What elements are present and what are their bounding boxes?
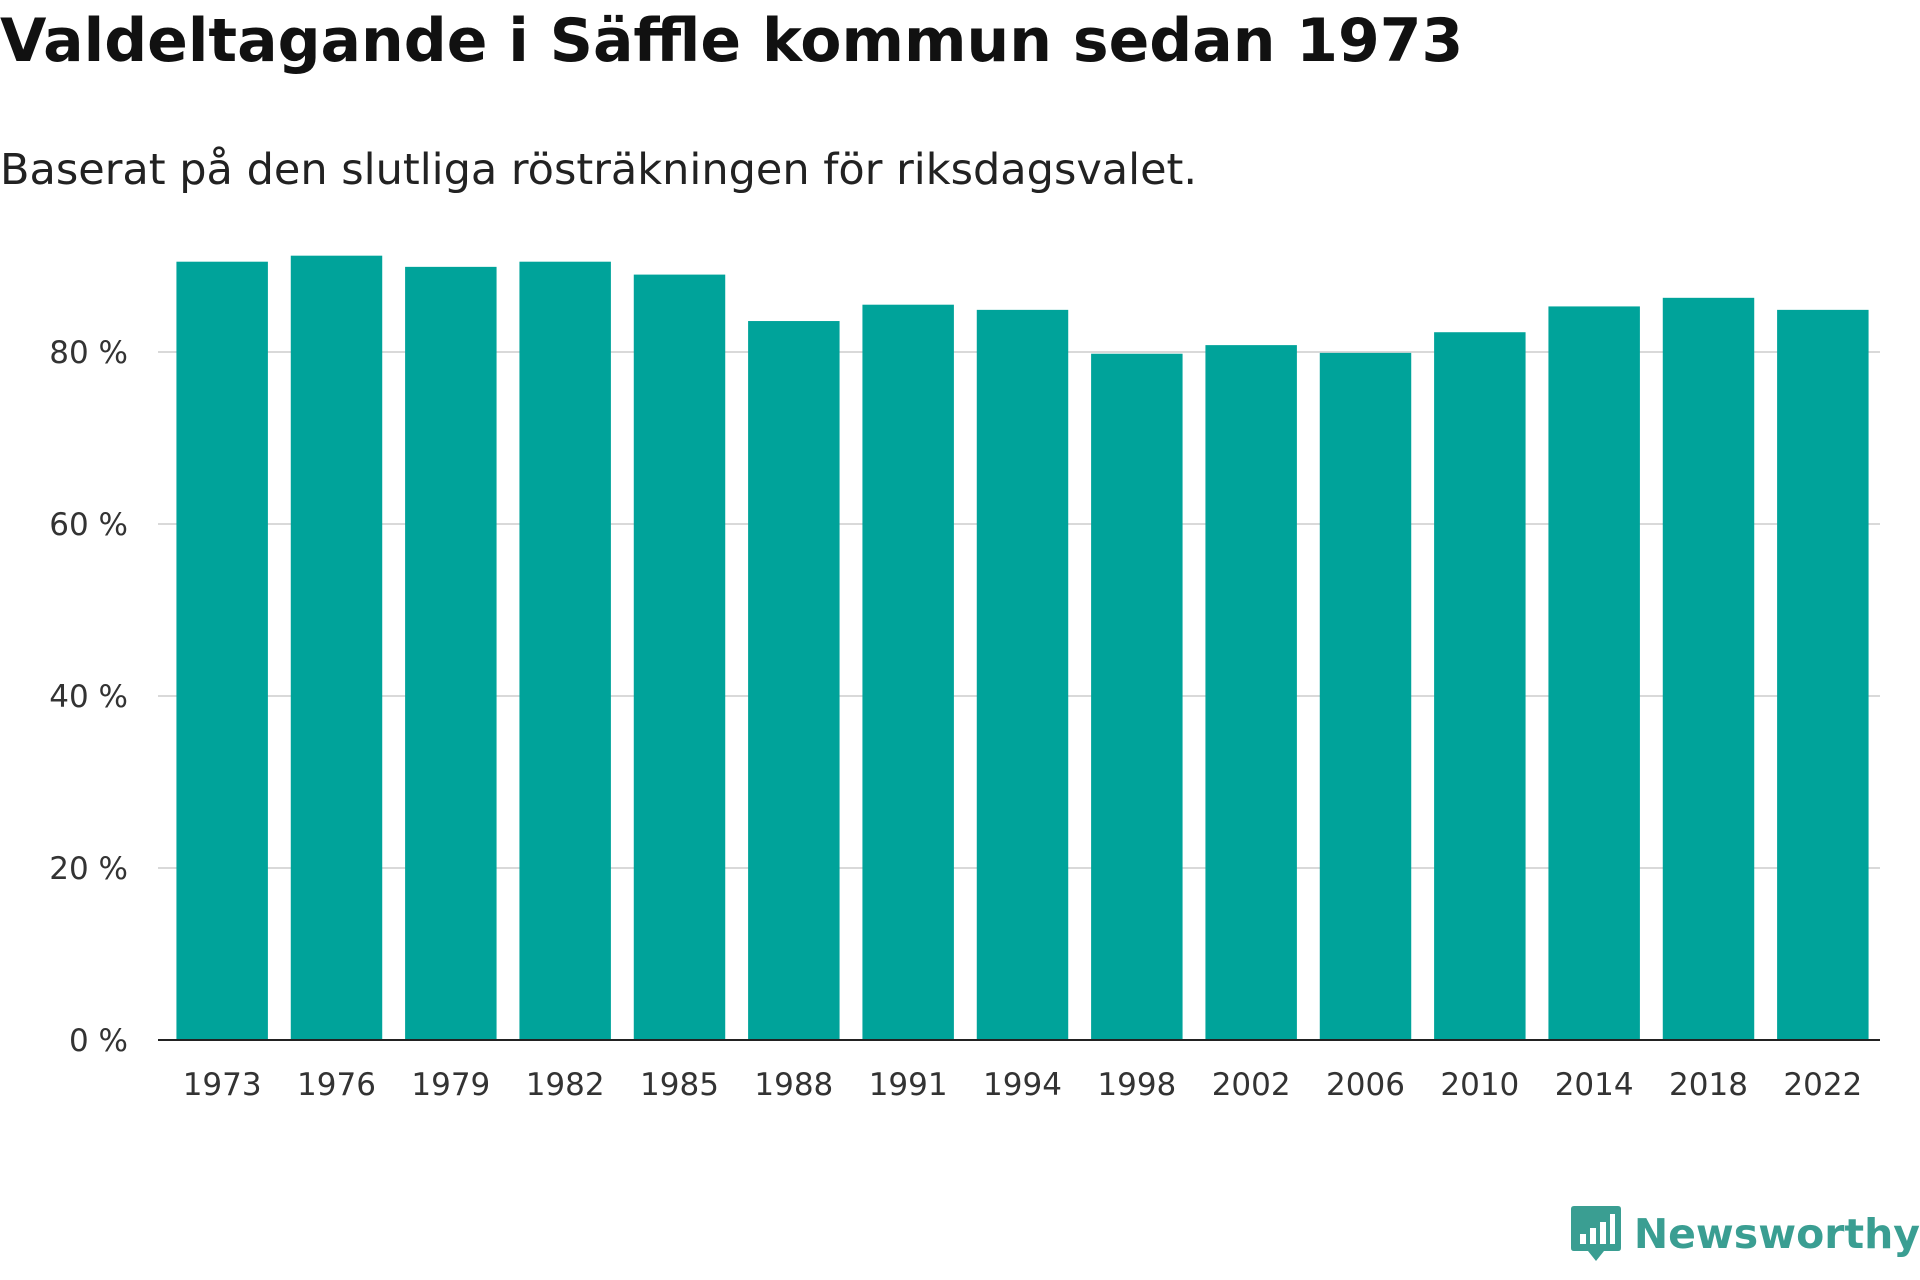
x-tick-label: 2018 [1669,1067,1748,1103]
bars [176,255,1869,1041]
y-tick-label: 20 % [49,851,128,887]
bar-1982 [519,261,611,1040]
bar-2014 [1548,306,1640,1040]
y-tick-label: 80 % [49,335,128,371]
bar-1973 [176,261,268,1040]
x-tick-label: 1994 [983,1067,1062,1103]
x-tick-label: 2006 [1326,1067,1405,1103]
brand-logo: Newsworthy [1570,1204,1920,1264]
x-tick-label: 1991 [869,1067,948,1103]
x-tick-label: 1976 [297,1067,376,1103]
bar-chart-speech-bubble-icon [1570,1206,1621,1261]
bar-1998 [1091,353,1183,1041]
y-tick-label: 0 % [69,1023,128,1059]
x-tick-label: 1985 [640,1067,719,1103]
x-tick-label: 2014 [1555,1067,1634,1103]
bar-2022 [1777,309,1869,1040]
chart-subtitle: Baserat på den slutliga rösträkningen fö… [0,145,1198,195]
bar-2010 [1434,332,1526,1041]
bar-1991 [862,304,954,1040]
bar-2018 [1662,297,1755,1040]
bar-1976 [290,255,383,1040]
bar-1985 [633,274,726,1041]
x-tick-label: 2002 [1212,1067,1291,1103]
x-tick-label: 2022 [1783,1067,1862,1103]
chart-title: Valdeltagande i Säffle kommun sedan 1973 [0,6,1464,76]
x-tick-label: 1973 [183,1067,262,1103]
y-tick-label: 40 % [49,679,128,715]
x-tick-label: 1982 [526,1067,605,1103]
x-tick-label: 2010 [1440,1067,1519,1103]
bar-1988 [748,321,840,1040]
x-tick-labels: 1973 1976 1979 1982 1985 1988 1991 1994 1998 2002… [183,1067,1863,1103]
bar-2006 [1319,352,1412,1040]
x-tick-label: 1979 [411,1067,490,1103]
y-tick-labels: 0 % 20 % 40 % 60 % 80 % [49,335,128,1059]
bar-1979 [405,266,497,1040]
x-tick-label: 1998 [1097,1067,1176,1103]
bar-2002 [1205,345,1297,1040]
brand-name: Newsworthy [1633,1210,1920,1258]
x-tick-label: 1988 [754,1067,833,1103]
y-tick-label: 60 % [49,507,128,543]
bar-1994 [976,309,1069,1040]
